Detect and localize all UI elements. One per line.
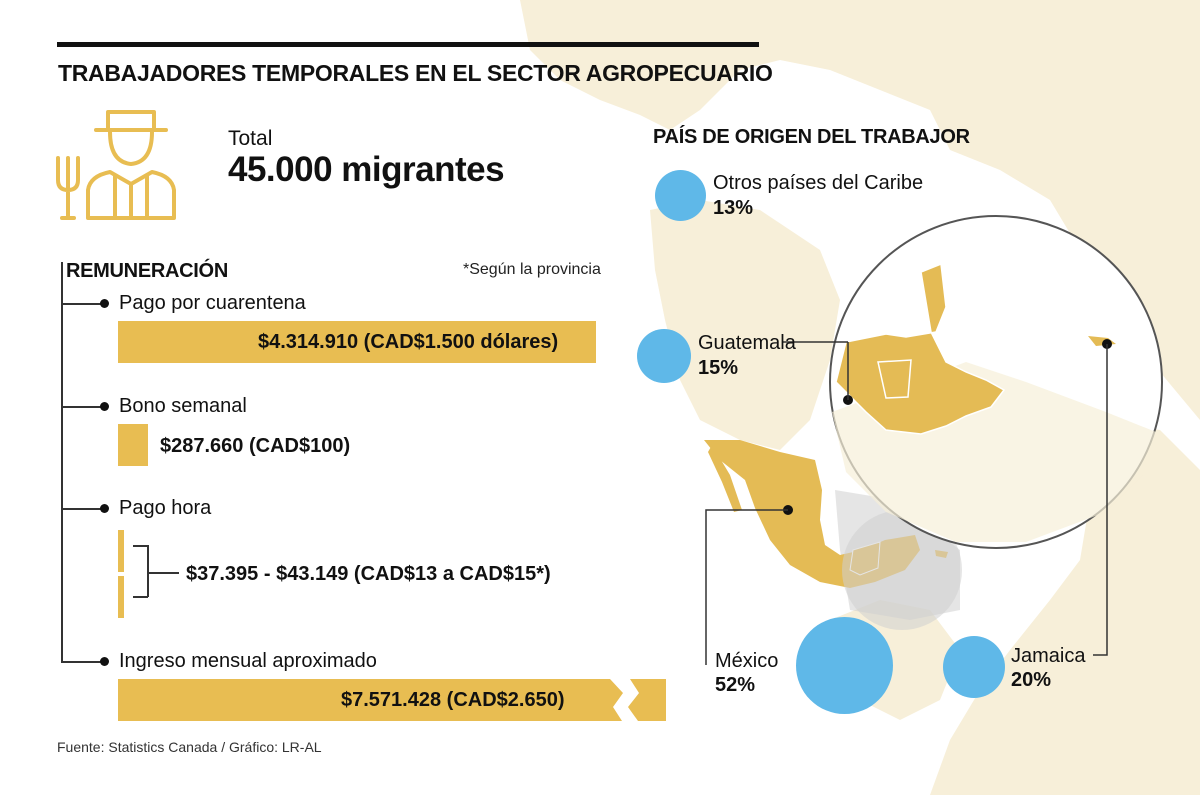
header-rule [57,42,759,47]
bubble-guatemala [637,329,691,383]
tree-vertical-line [61,262,63,662]
bubble-mexico [796,617,893,714]
bar-pago-hora-max [118,576,124,618]
tree-branch [61,661,103,663]
country-label-otros-caribe: Otros países del Caribe [713,172,924,194]
farmer-with-pitchfork-icon [56,110,176,220]
bubble-otros-caribe [655,170,706,221]
origin-title: PAÍS DE ORIGEN DEL TRABAJOR [653,126,970,148]
bubble-jamaica [943,636,1005,698]
tree-branch [61,508,103,510]
pct-guatemala: 15% [698,357,739,379]
item-label-ingreso-mensual: Ingreso mensual aproximado [119,650,377,672]
bracket-bottom [133,596,148,598]
pct-otros-caribe: 13% [713,197,754,219]
bar-pago-cuarentena [118,321,596,363]
bracket-pointer [149,572,179,574]
value-pago-cuarentena: $4.314.910 (CAD$1.500 dólares) [258,331,559,353]
country-label-mexico: México [715,650,779,672]
mexico-map [704,440,962,630]
total-value: 45.000 migrantes [228,150,505,189]
bracket-vertical [147,545,149,597]
bullet-dot [100,657,109,666]
pct-jamaica: 20% [1011,669,1052,691]
item-label-pago-hora: Pago hora [119,497,212,519]
bar-bono-semanal [118,424,148,466]
connector-lines [705,339,1112,665]
source-note: Fuente: Statistics Canada / Gráfico: LR-… [57,739,322,755]
remuneration-note: *Según la provincia [463,261,601,278]
tree-branch [61,303,103,305]
tree-branch [61,406,103,408]
item-label-bono-semanal: Bono semanal [119,395,247,417]
value-ingreso-mensual: $7.571.428 (CAD$2.650) [341,689,565,711]
bar-pago-hora-min [118,530,124,572]
country-label-jamaica: Jamaica [1011,645,1086,667]
zoom-circle [829,215,1163,549]
remuneration-title: REMUNERACIÓN [66,260,228,282]
bullet-dot [100,299,109,308]
bracket-top [133,545,148,547]
value-bono-semanal: $287.660 (CAD$100) [160,435,351,457]
value-pago-hora: $37.395 - $43.149 (CAD$13 a CAD$15*) [186,563,551,585]
bullet-dot [100,504,109,513]
country-label-guatemala: Guatemala [698,332,796,354]
bar-ingreso-mensual [118,679,666,721]
total-label: Total [228,127,273,150]
pct-mexico: 52% [715,674,756,696]
bullet-dot [100,402,109,411]
main-title: TRABAJADORES TEMPORALES EN EL SECTOR AGR… [58,60,773,86]
item-label-pago-cuarentena: Pago por cuarentena [119,292,306,314]
